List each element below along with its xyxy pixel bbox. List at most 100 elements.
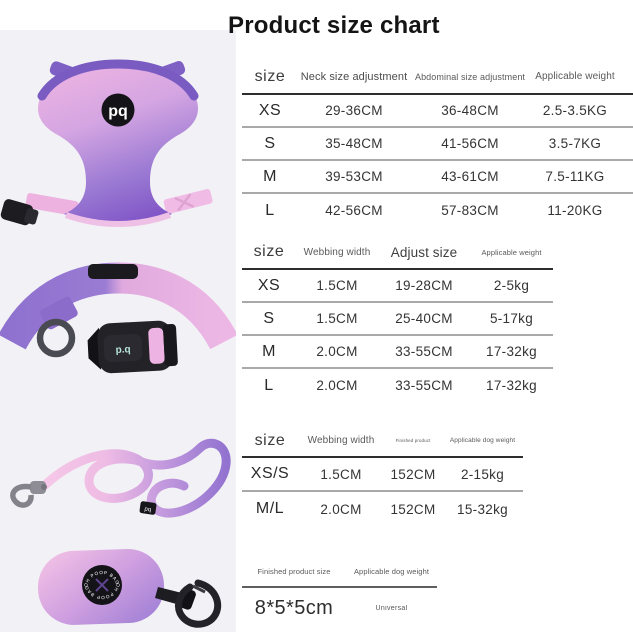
collar-d-ring-icon [36,318,76,358]
column-header: Applicable dog weight [449,437,516,444]
table-cell: 17-32kg [486,344,537,359]
table-cell: Universal [375,604,408,612]
leash-size-table: size Webbing width Finished product Applica… [242,425,523,526]
table-cell: 36-48CM [441,103,499,118]
table-cell: S [264,134,276,152]
table-header-row: Finished product size Applicable dog weig… [242,556,437,588]
table-cell: 152CM [390,466,436,482]
harness-right-strap [163,189,213,214]
table-cell: 25-40CM [395,311,453,326]
table-cell: 2.0CM [320,501,362,517]
table-cell: 1.5CM [320,466,362,482]
table-row: M 2.0CM 33-55CM 17-32kg [242,336,553,369]
column-header: Finished product size [257,566,331,576]
table-cell: 41-56CM [441,136,499,151]
column-header: Adjust size [390,244,458,260]
collar-illustration: p.q [0,262,236,374]
column-header: Finished product [395,438,431,443]
table-cell: 35-48CM [325,136,383,151]
poop-bag-slit [95,578,109,592]
column-header: Webbing width [307,435,375,446]
table-cell: 29-36CM [325,103,383,118]
column-header: Neck size adjustment [300,70,408,83]
table-cell: L [265,201,275,219]
table-cell: 3.5-7KG [548,136,602,151]
table-cell: S [263,309,275,327]
table-cell: XS [257,276,281,294]
table-cell: 5-17kg [489,311,534,326]
leash-strap [37,438,231,518]
collar-photo: p.q [0,240,236,420]
table-cell: 1.5CM [316,278,358,293]
harness-buckle-icon [0,199,39,226]
column-header: size [254,431,286,449]
leash-brand-tag: pq [139,501,157,515]
table-cell: 1.5CM [316,311,358,326]
poop-bag-photo: OH POOP BAG OH POOP BAG [0,545,236,632]
collar-size-table: size Webbing width Adjust size Applicable w… [242,236,553,402]
column-header: size [254,67,286,85]
column-header: size [253,243,285,260]
table-cell: 19-28CM [395,278,453,293]
table-row: M 39-53CM 43-61CM 7.5-11KG [242,161,633,194]
page-title: Product size chart [228,12,440,39]
table-cell: 2.0CM [316,344,358,359]
table-cell: M [262,342,276,360]
table-cell: M [263,167,277,185]
harness-neck-trim [37,59,199,101]
column-header: Applicable weight [535,71,615,82]
table-cell: 39-53CM [325,169,383,184]
table-cell: M/L [255,500,285,517]
table-cell: XS/S [250,465,290,482]
poop-bag-illustration: OH POOP BAG OH POOP BAG [37,549,222,628]
poop-bag-size-table: Finished product size Applicable dog weig… [242,556,437,628]
harness-illustration: pq [0,59,213,227]
table-cell: 8*5*5cm [254,596,334,619]
table-row: 8*5*5cm Universal [242,588,437,628]
leash-illustration: pq [10,438,231,518]
harness-bottom-trim [65,212,171,227]
table-row: L 2.0CM 33-55CM 17-32kg [242,369,553,402]
table-row: L 42-56CM 57-83CM 11-20KG [242,194,633,227]
leash-clip-icon [10,481,47,508]
table-cell: 15-32kg [457,501,508,517]
table-row: XS 29-36CM 36-48CM 2.5-3.5KG [242,95,633,128]
column-header: Applicable dog weight [353,566,430,576]
table-cell: 11-20KG [547,203,603,218]
table-row: XS/S 1.5CM 152CM 2-15kg [242,458,523,492]
column-header: Applicable weight [481,247,542,257]
table-header-row: size Neck size adjustment Abdominal size a… [242,60,633,95]
leash-photo: pq [0,420,236,545]
table-cell: 2-15kg [460,466,505,482]
table-cell: 7.5-11KG [545,169,605,184]
carabiner-clip-icon [174,579,222,628]
collar-buckle-icon: p.q [87,320,178,374]
product-photo-column: pq [0,30,236,632]
column-header: Webbing width [303,246,371,258]
collar-buckle-logo-text: p.q [115,344,131,356]
harness-body [37,62,199,225]
column-header: Abdominal size adjustment [414,71,526,82]
harness-left-strap [25,193,79,216]
brand-logo-icon [101,93,135,127]
table-cell: L [264,376,274,394]
table-cell: 33-55CM [395,378,453,393]
table-cell: 2.0CM [316,378,358,393]
table-row: S 1.5CM 25-40CM 5-17kg [242,303,553,336]
brand-logo-text: pq [108,103,128,120]
harness-photo: pq [0,34,236,240]
table-cell: 2.5-3.5KG [542,103,608,118]
table-header-row: size Webbing width Adjust size Applicable w… [242,236,553,270]
table-cell: 42-56CM [325,203,383,218]
harness-size-table: size Neck size adjustment Abdominal size a… [242,60,633,227]
table-cell: 17-32kg [486,378,537,393]
svg-text:pq: pq [144,507,151,514]
table-cell: 57-83CM [441,203,499,218]
table-row: M/L 2.0CM 152CM 15-32kg [242,492,523,526]
table-header-row: size Webbing width Finished product Applica… [242,425,523,458]
table-cell: 2-5kg [493,278,530,293]
collar-adjuster-icon [88,264,138,279]
table-cell: 33-55CM [395,344,453,359]
table-row: S 35-48CM 41-56CM 3.5-7KG [242,128,633,161]
